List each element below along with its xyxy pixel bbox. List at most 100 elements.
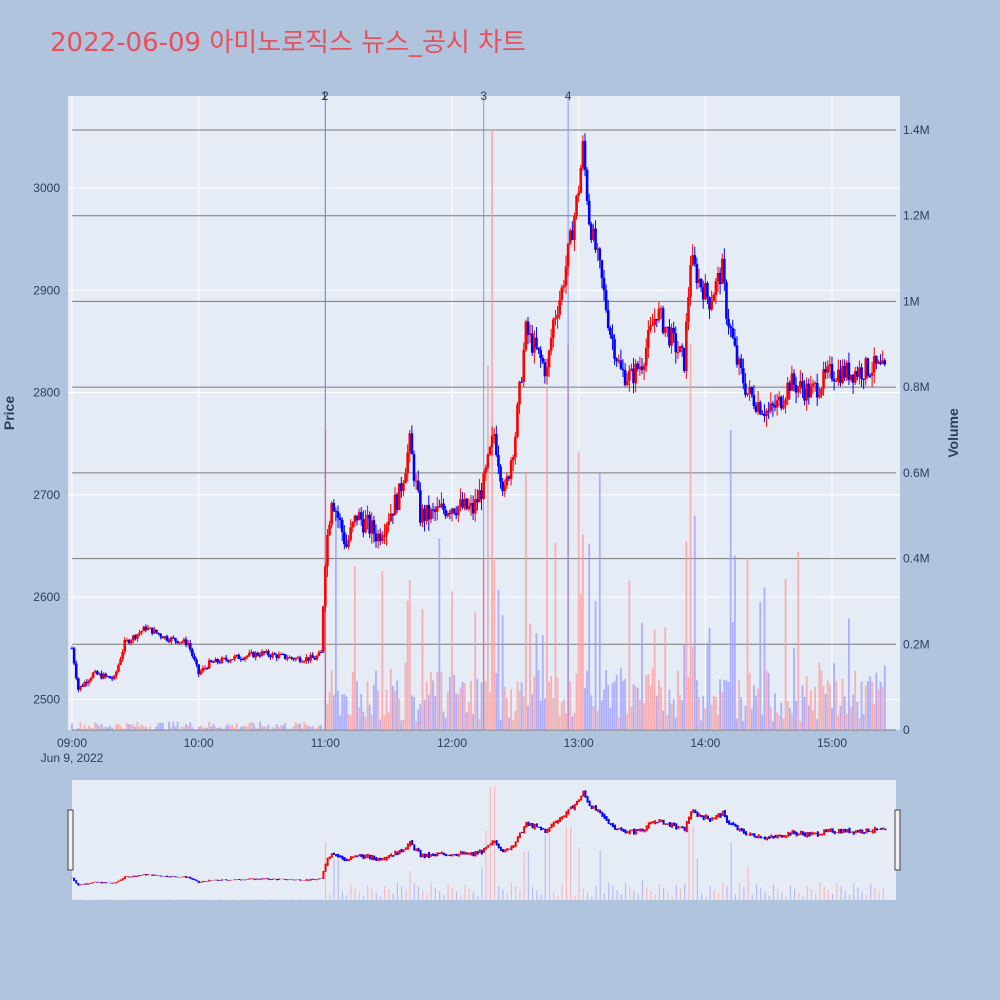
chart-title: 2022-06-09 아미노로직스 뉴스_공시 차트 xyxy=(50,28,526,58)
candle-body xyxy=(699,278,703,288)
volume-bar xyxy=(303,721,306,730)
slider-volume-bar xyxy=(485,830,487,900)
candle-body xyxy=(628,370,631,381)
candle-body xyxy=(571,230,574,241)
volume-bar xyxy=(733,555,736,730)
candle-body xyxy=(431,509,435,511)
candle-body xyxy=(763,413,766,417)
slider-volume-bar xyxy=(388,889,390,900)
candle-body xyxy=(387,521,390,526)
candle-body xyxy=(374,533,378,542)
slider-volume-bar xyxy=(650,891,652,900)
slider-volume-bar xyxy=(189,899,191,900)
slider-volume-bar xyxy=(286,899,289,900)
volume-bar xyxy=(180,726,183,730)
volume-bar xyxy=(505,698,508,730)
candle-body xyxy=(737,358,741,365)
candle-body xyxy=(201,668,205,672)
slider-volume-bar xyxy=(870,884,872,900)
volume-bar xyxy=(218,727,221,730)
candle-body xyxy=(744,383,747,395)
candle-body xyxy=(180,641,184,643)
slider-volume-bar xyxy=(151,899,153,900)
slider-volume-bar xyxy=(253,899,255,900)
volume-bar xyxy=(417,709,420,730)
volume-bar xyxy=(556,677,559,730)
volume-bar xyxy=(427,694,430,730)
candle-body xyxy=(585,169,589,201)
candle-body xyxy=(393,494,397,516)
candle-body xyxy=(328,524,331,535)
candle-body xyxy=(85,682,89,684)
time-tick-label: 10:00 xyxy=(184,736,214,750)
candle-body xyxy=(640,366,644,371)
candle-body xyxy=(568,230,572,244)
volume-bar xyxy=(812,710,814,730)
slider-volume-bar xyxy=(299,899,301,900)
candle-body xyxy=(191,649,194,656)
volume-bar xyxy=(290,729,293,730)
slider-volume-bar xyxy=(793,888,796,900)
slider-volume-bar xyxy=(641,879,644,900)
candle-body xyxy=(518,381,521,405)
date-label: Jun 9, 2022 xyxy=(41,751,104,765)
candle-body xyxy=(106,676,110,678)
candle-body xyxy=(471,503,475,514)
slider-volume-bar xyxy=(375,892,377,900)
volume-bar xyxy=(85,728,88,730)
volume-bar xyxy=(831,707,833,730)
volume-bar xyxy=(586,670,589,730)
volume-bar xyxy=(543,698,546,730)
volume-bar xyxy=(596,711,599,730)
volume-bar xyxy=(729,430,732,730)
volume-bar xyxy=(77,728,80,730)
candle-body xyxy=(410,433,414,455)
range-handle-right[interactable] xyxy=(894,809,901,871)
volume-bar xyxy=(816,719,819,730)
volume-bar xyxy=(495,672,498,730)
volume-bar xyxy=(524,472,527,730)
volume-bar xyxy=(693,515,696,730)
volume-bar xyxy=(883,665,886,730)
candle-body xyxy=(560,287,564,301)
volume-bar xyxy=(193,729,196,730)
volume-bar xyxy=(862,714,865,730)
candle-body xyxy=(353,515,357,523)
price-tick-label: 2700 xyxy=(33,488,60,502)
candle-body xyxy=(355,515,359,521)
volume-bar xyxy=(385,690,388,730)
slider-volume-bar xyxy=(139,899,141,900)
volume-bar xyxy=(854,670,857,730)
candle-body xyxy=(790,373,794,391)
volume-bar xyxy=(489,692,491,730)
volume-bar xyxy=(636,687,639,730)
slider-volume-bar xyxy=(109,899,111,900)
range-slider[interactable] xyxy=(67,780,901,900)
volume-bar xyxy=(788,707,791,730)
volume-bar xyxy=(548,681,551,730)
volume-bar xyxy=(345,696,348,730)
candle-body xyxy=(321,606,325,653)
volume-bar xyxy=(261,725,263,730)
volume-bar xyxy=(248,722,251,730)
candle-body xyxy=(756,402,760,412)
volume-bar xyxy=(73,729,76,730)
volume-bar xyxy=(795,700,798,730)
candle-body xyxy=(425,504,428,521)
candle-body xyxy=(748,387,751,393)
candle-body xyxy=(549,337,553,351)
volume-bar xyxy=(632,684,635,730)
candle-body xyxy=(860,367,863,379)
volume-bar xyxy=(736,718,738,730)
volume-bar xyxy=(698,697,700,730)
slider-volume-bar xyxy=(439,891,441,900)
volume-bar xyxy=(575,673,578,730)
range-handle-left[interactable] xyxy=(67,809,74,871)
candle-body xyxy=(70,648,74,650)
volume-bar xyxy=(856,701,859,730)
slider-volume-bar xyxy=(620,893,622,900)
volume-bar xyxy=(628,580,631,730)
candle-body xyxy=(296,657,300,659)
candle-body xyxy=(267,650,270,656)
